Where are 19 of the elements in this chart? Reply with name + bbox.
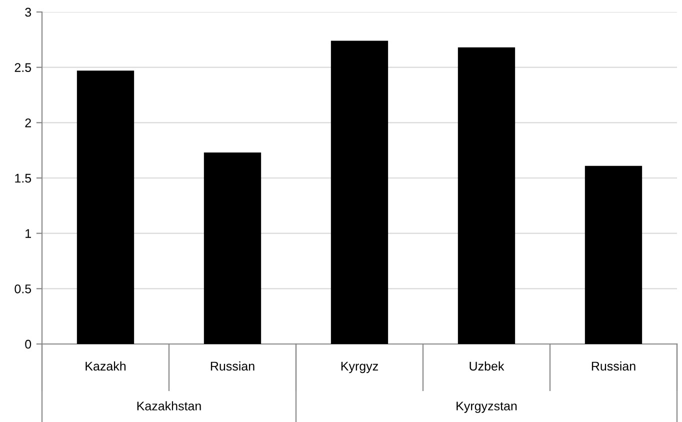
bar bbox=[330, 40, 388, 344]
text: Kyrgyzstan bbox=[456, 402, 517, 413]
y-tick-label: 3 bbox=[25, 8, 32, 17]
x-tick-label: Uzbek bbox=[470, 361, 504, 371]
text: Kazakhstan bbox=[137, 401, 201, 410]
y-tick-label: 2.5 bbox=[14, 63, 32, 72]
x-tick-label: Kazakh bbox=[86, 361, 126, 371]
bar bbox=[458, 47, 516, 344]
bar bbox=[76, 70, 134, 344]
x-tick-label: Russian bbox=[592, 361, 636, 371]
y-tick-label: 1 bbox=[26, 229, 31, 238]
x-tick-label: Kyrgyz bbox=[341, 362, 378, 374]
y-tick-label: 1.5 bbox=[15, 174, 32, 183]
y-tick-label: 0.5 bbox=[14, 284, 32, 294]
y-tick-label: 2 bbox=[25, 118, 31, 128]
bar bbox=[204, 152, 262, 344]
y-tick-label: 0 bbox=[25, 340, 32, 349]
x-tick-label: Russian bbox=[210, 361, 254, 371]
bar bbox=[584, 166, 642, 344]
